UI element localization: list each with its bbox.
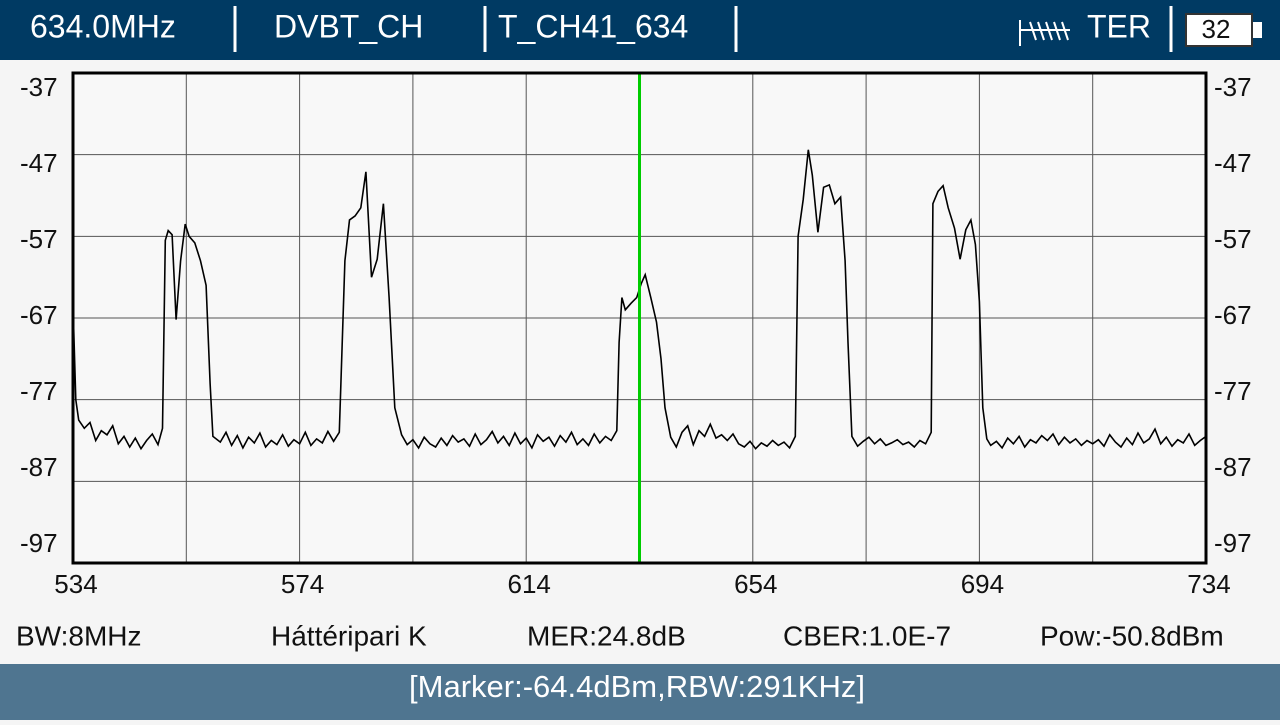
plot-border (71, 71, 1208, 565)
info-field: BW:8MHz (16, 620, 142, 651)
channel: T_CH41_634 (498, 8, 688, 44)
y-tick-label-right: -67 (1214, 300, 1252, 330)
x-tick-label: 614 (508, 569, 551, 599)
info-field: CBER:1.0E-7 (783, 620, 951, 651)
x-tick-label: 534 (54, 569, 97, 599)
y-tick-label: -67 (20, 300, 58, 330)
info-field: MER:24.8dB (527, 620, 686, 651)
mode: DVBT_CH (274, 8, 423, 44)
y-tick-label-right: -77 (1214, 376, 1252, 406)
battery-tip (1253, 22, 1262, 38)
x-tick-label: 654 (734, 569, 777, 599)
y-tick-label-right: -97 (1214, 528, 1252, 558)
y-tick-label: -77 (20, 376, 58, 406)
info-field: Háttéripari K (271, 620, 427, 651)
antenna-icon (1019, 20, 1070, 46)
y-tick-label-right: -87 (1214, 452, 1252, 482)
plot: -37 -37 -47 -47 -57 -57 -67 -67 -77 -77 -87 -87 -97 -… (16, 71, 1252, 651)
band: TER (1087, 8, 1151, 44)
y-tick-label: -57 (20, 224, 58, 254)
x-tick-label: 694 (961, 569, 1004, 599)
battery-level: 32 (1202, 14, 1231, 44)
x-tick-label: 574 (281, 569, 324, 599)
battery (1185, 13, 1253, 47)
info-field: Pow:-50.8dBm (1040, 620, 1224, 651)
status-bar (0, 664, 1280, 720)
y-tick-label-right: -57 (1214, 224, 1252, 254)
y-tick-label-right: -47 (1214, 148, 1252, 178)
y-tick-label-right: -37 (1214, 72, 1252, 102)
y-tick-label: -97 (20, 528, 58, 558)
frequency: 634.0MHz (30, 8, 176, 44)
status: [Marker:-64.4dBm,RBW:291KHz] (409, 669, 865, 704)
x-tick-label: 734 (1187, 569, 1230, 599)
y-tick-label: -37 (20, 72, 58, 102)
y-tick-label: -47 (20, 148, 58, 178)
y-tick-label: -87 (20, 452, 58, 482)
